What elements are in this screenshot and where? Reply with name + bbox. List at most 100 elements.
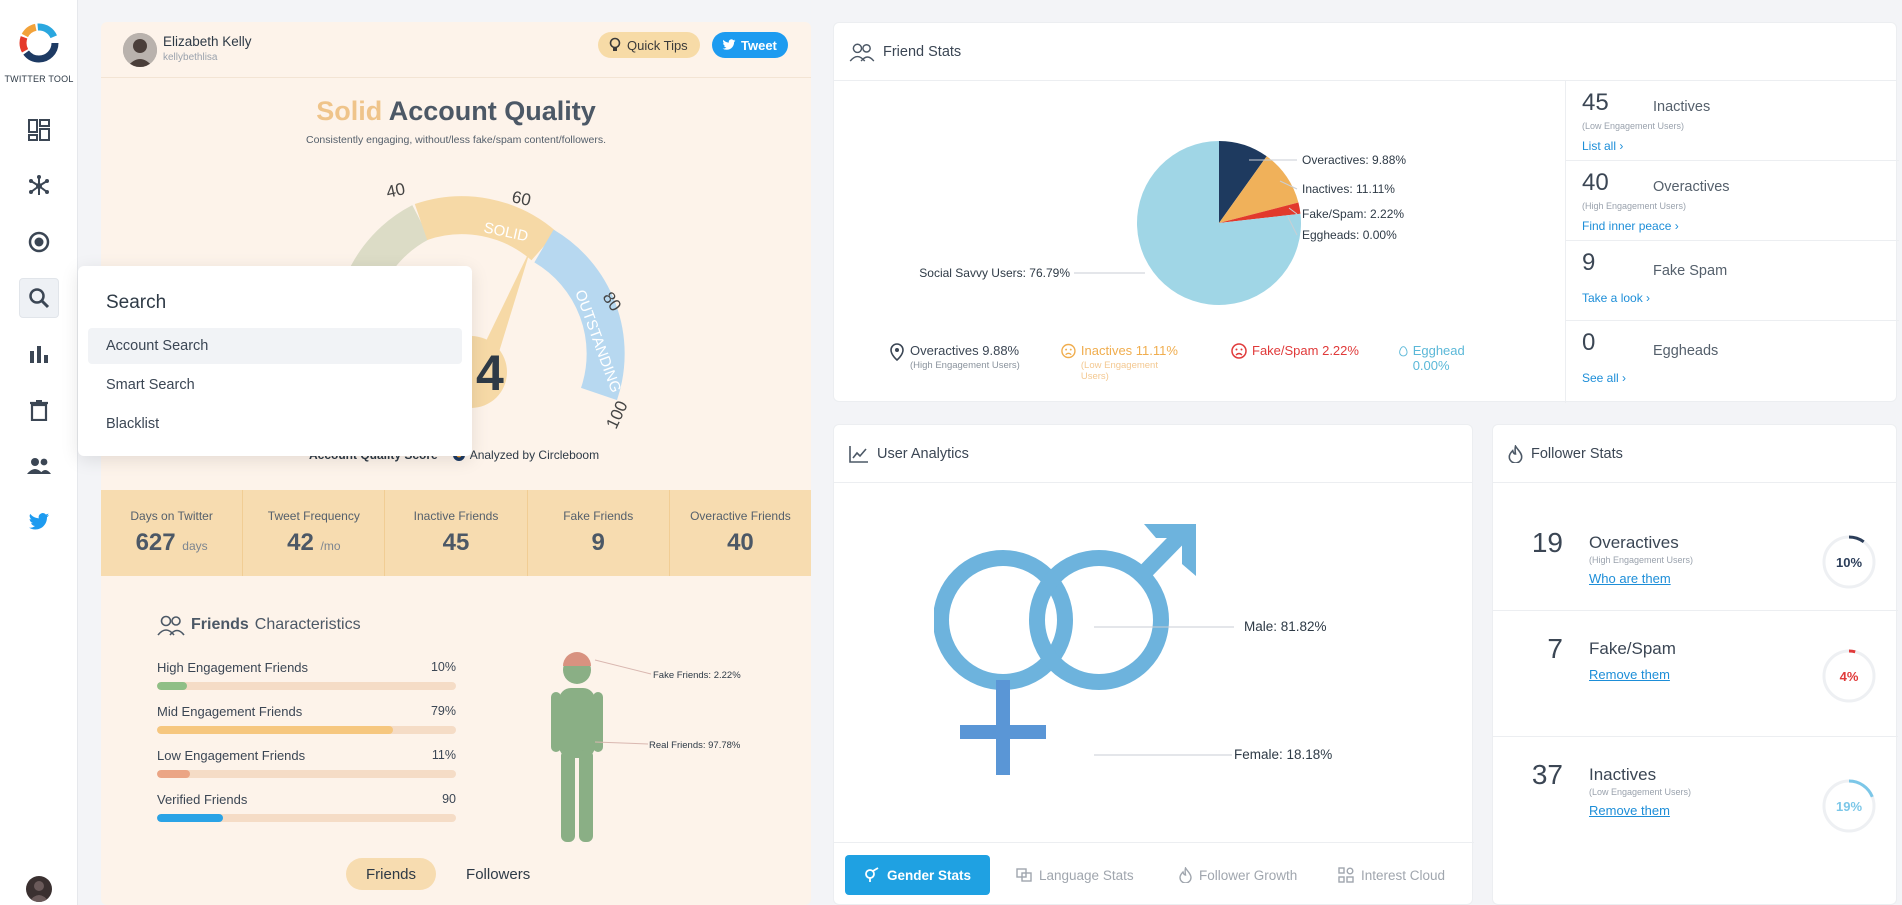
bar-low-engagement: Low Engagement Friends 11%: [157, 748, 456, 778]
account-stats-strip: Days on Twitter 627 days Tweet Frequency…: [101, 490, 811, 576]
legend-fakespam: Fake/Spam 2.22%: [1231, 343, 1359, 359]
follower-stats-card: Follower Stats 19 Overactives (High Enga…: [1492, 424, 1898, 905]
gender-chart: Male: 81.82% Female: 18.18%: [934, 524, 1332, 775]
tab-interest-cloud[interactable]: Interest Cloud: [1328, 855, 1455, 895]
tab-followers[interactable]: Followers: [466, 865, 531, 883]
ring-percent: 4%: [1840, 669, 1859, 684]
stat-overactive-friends: Overactive Friends 40: [690, 509, 791, 556]
sidebar-item-analytics[interactable]: [19, 334, 59, 374]
network-icon: [29, 175, 49, 195]
users-icon: [849, 43, 875, 62]
sidebar-item-dashboard[interactable]: [19, 110, 59, 150]
quality-subtitle: Consistently engaging, without/less fake…: [306, 134, 606, 146]
bar-mid-engagement: Mid Engagement Friends 79%: [157, 704, 456, 734]
search-menu-title: Search: [106, 292, 167, 313]
follower-inactives: 37 Inactives (Low Engagement Users) Remo…: [1493, 737, 1898, 905]
friend-stats-legend: Overactives 9.88% (High Engagement Users)…: [859, 343, 1465, 393]
search-icon: [29, 288, 50, 309]
tab-language-stats[interactable]: Language Stats: [1006, 855, 1144, 895]
fake-spam-ring: 4%: [1822, 649, 1876, 703]
profile-name: Elizabeth Kelly: [163, 34, 252, 49]
menu-item-smart-search[interactable]: Smart Search: [106, 377, 195, 393]
bar-fill: [157, 770, 190, 778]
find-inner-peace-link[interactable]: Find inner peace ›: [1582, 219, 1679, 233]
quality-title-rest: Account Quality: [388, 96, 596, 126]
remove-inactives-link[interactable]: Remove them: [1589, 803, 1670, 818]
who-are-them-link[interactable]: Who are them: [1589, 571, 1671, 586]
dashboard-icon: [28, 119, 50, 141]
gauge-tick-100: 100: [602, 398, 631, 432]
sidebar-item-network[interactable]: [19, 166, 59, 206]
user-analytics-card: User Analytics Male: 81.82% Female: 18.1…: [833, 424, 1474, 905]
legend-inactives: Inactives 11.11% (Low Engagement Users): [1061, 343, 1181, 382]
see-all-link[interactable]: See all ›: [1582, 371, 1627, 385]
flame-icon: [1179, 867, 1192, 883]
tab-gender-stats[interactable]: Gender Stats: [845, 855, 990, 895]
stat-fake-friends: Fake Friends 9: [528, 490, 670, 576]
menu-item-blacklist[interactable]: Blacklist: [106, 416, 160, 432]
quick-tips-label: Quick Tips: [627, 37, 688, 53]
profile-avatar[interactable]: [123, 33, 157, 67]
line-chart-icon: [849, 445, 868, 463]
stat-inactive-friends: Inactive Friends 45: [385, 490, 528, 576]
bar-fill: [157, 726, 394, 734]
gauge-tick-60: 60: [510, 187, 532, 210]
take-a-look-link[interactable]: Take a look ›: [1582, 291, 1651, 305]
follower-fake-spam: 7 Fake/Spam Remove them 4%: [1493, 611, 1898, 737]
remove-fake-link[interactable]: Remove them: [1589, 667, 1670, 682]
search-menu: Search Account Search Smart Search Black…: [78, 266, 472, 456]
language-icon: [1016, 868, 1032, 882]
app-logo-icon[interactable]: [18, 22, 60, 64]
follower-stats-title: Follower Stats: [1531, 445, 1623, 462]
quick-tips-button[interactable]: Quick Tips: [598, 32, 700, 58]
flame-icon: [1508, 444, 1523, 463]
sidebar-item-search[interactable]: [19, 278, 59, 318]
sidebar-item-twitter[interactable]: [19, 502, 59, 542]
app-name: TWITTER TOOL: [4, 74, 74, 84]
egg-icon: [1399, 346, 1408, 357]
ring-progress: [1822, 779, 1876, 833]
target-icon: [28, 231, 50, 253]
sidebar-item-delete[interactable]: [19, 390, 59, 430]
tab-follower-growth[interactable]: Follower Growth: [1169, 855, 1307, 895]
summary-eggheads: 0 Eggheads See all ›: [1582, 329, 1719, 385]
list-all-link[interactable]: List all ›: [1582, 139, 1624, 153]
legend-overactives: Overactives 9.88% (High Engagement Users): [889, 343, 1020, 371]
male-label: Male: 81.82%: [1244, 619, 1327, 634]
menu-item-account-search[interactable]: Account Search: [88, 328, 462, 364]
friend-stats-pie: Overactives: 9.88% Inactives: 11.11% Fak…: [919, 141, 1406, 305]
user-analytics-header: User Analytics: [834, 425, 1472, 483]
friend-stats-card: Friend Stats Overactives: 9.88% Inactive…: [833, 22, 1899, 403]
twitter-icon: [722, 39, 736, 50]
bar-fill: [157, 682, 187, 690]
sad-face-icon: [1061, 343, 1076, 359]
friend-stats-title: Friend Stats: [883, 43, 962, 60]
gauge-caption-right: Analyzed by Circleboom: [469, 448, 600, 462]
pin-icon: [890, 343, 904, 361]
account-quality-card: Elizabeth Kelly kellybethlisa Quick Tips…: [101, 22, 811, 905]
bar-high-engagement: High Engagement Friends 10%: [157, 660, 456, 690]
tweet-button[interactable]: Tweet: [712, 32, 788, 58]
pie-slice-inactives: [1219, 156, 1299, 223]
friend-stats-summary: 45 Inactives (Low Engagement Users) List…: [1565, 81, 1899, 403]
profile-handle: kellybethlisa: [163, 52, 218, 63]
stat-days-on-twitter: Days on Twitter 627 days: [101, 490, 244, 576]
fake-friends-label: Fake Friends: 2.22%: [653, 670, 741, 681]
sidebar-item-users[interactable]: [19, 446, 59, 486]
ring-percent: 19%: [1836, 799, 1862, 814]
quality-score: 4: [476, 345, 504, 401]
user-avatar[interactable]: [26, 876, 52, 902]
fake-real-friends-figure: Fake Friends: 2.22% Real Friends: 97.78%: [551, 652, 741, 842]
sidebar: TWITTER TOOL: [0, 0, 78, 905]
pie-label-eggheads: Eggheads: 0.00%: [1302, 228, 1397, 242]
sidebar-item-target[interactable]: [19, 222, 59, 262]
overactives-ring: 10%: [1822, 535, 1876, 589]
friend-stats-header: Friend Stats: [834, 23, 1896, 81]
quality-level: Solid: [316, 96, 383, 126]
summary-fake-spam: 9 Fake Spam Take a look ›: [1566, 241, 1899, 321]
gauge-tick-40: 40: [384, 179, 406, 202]
tab-friends[interactable]: Friends: [346, 858, 437, 890]
stat-tweet-frequency: Tweet Frequency 42 /mo: [243, 490, 386, 576]
bar-fill: [157, 814, 223, 822]
users-icon: [27, 458, 51, 474]
